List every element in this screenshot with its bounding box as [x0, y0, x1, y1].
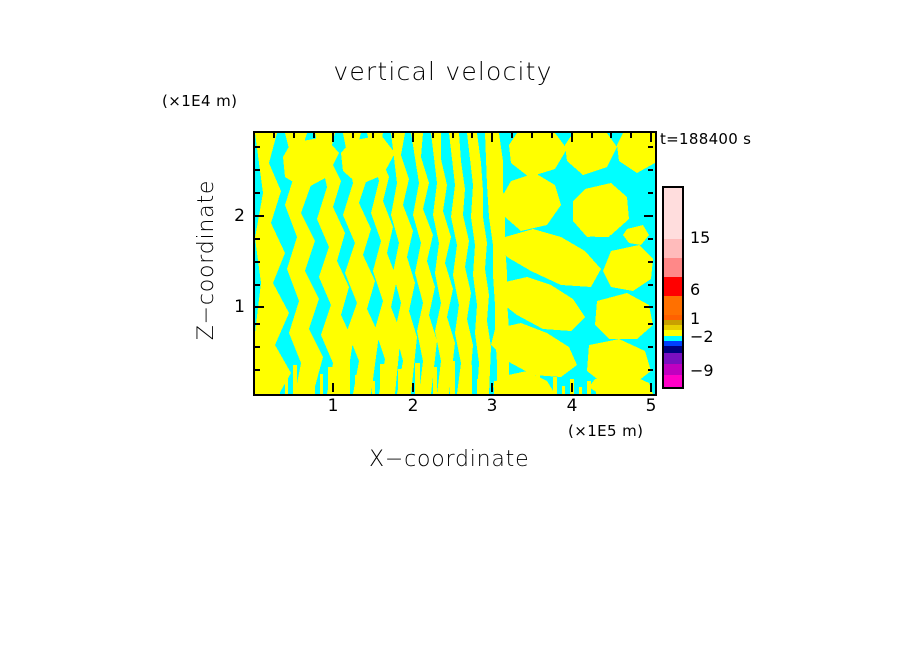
- y-minor-tick: [255, 346, 260, 348]
- x-minor-tick: [392, 133, 394, 138]
- x-tick-label-3: 3: [486, 396, 498, 416]
- y-tick-label-2: 2: [234, 206, 245, 226]
- y-minor-tick: [255, 238, 260, 240]
- colorbar-band: [664, 239, 682, 258]
- y-minor-tick-right: [648, 261, 653, 263]
- contour-field: [255, 133, 655, 394]
- x-minor-tick: [432, 133, 434, 138]
- x-tick-3: [491, 383, 493, 392]
- colorbar-band: [664, 315, 682, 320]
- x-minor-tick: [273, 133, 275, 138]
- x-minor-tick: [551, 133, 553, 138]
- colorbar: [662, 186, 684, 389]
- y-minor-tick-right: [648, 369, 653, 371]
- x-minor-tick: [352, 133, 354, 138]
- colorbar-label-minus9: −9: [690, 361, 714, 380]
- y-minor-tick: [255, 323, 260, 325]
- y-minor-tick: [255, 192, 260, 194]
- y-minor-tick: [255, 146, 260, 148]
- x-minor-tick: [471, 133, 473, 138]
- x-tick-label-1: 1: [327, 396, 339, 416]
- colorbar-band: [664, 277, 682, 296]
- y-minor-tick-right: [648, 323, 653, 325]
- contour-plot-area: [253, 131, 657, 396]
- y-minor-tick: [255, 261, 260, 263]
- x-axis-title: X−coordinate: [369, 447, 530, 472]
- y-major-tick-right: [644, 306, 653, 308]
- x-minor-tick: [313, 133, 315, 138]
- x-major-tick-top: [332, 133, 334, 142]
- y-minor-tick-right: [648, 192, 653, 194]
- x-minor-tick: [630, 133, 632, 138]
- x-major-tick-top: [571, 133, 573, 142]
- colorbar-band: [664, 364, 682, 375]
- colorbar-band: [664, 346, 682, 353]
- colorbar-label-6: 6: [690, 280, 701, 299]
- colorbar-band: [664, 258, 682, 277]
- y-axis-unit-label: (×1E4 m): [162, 92, 238, 110]
- colorbar-band: [664, 296, 682, 315]
- colorbar-band: [664, 336, 682, 341]
- y-axis-title: Z−coordinate: [194, 179, 219, 341]
- y-minor-tick: [255, 284, 260, 286]
- x-axis-unit-label: (×1E5 m): [568, 422, 644, 440]
- y-minor-tick-right: [648, 169, 653, 171]
- x-major-tick-top: [412, 133, 414, 142]
- x-tick-label-4: 4: [566, 396, 578, 416]
- colorbar-band: [664, 330, 682, 336]
- page-title-text: vertical velocity: [333, 57, 553, 86]
- colorbar-label-15: 15: [690, 228, 711, 247]
- y-minor-tick-right: [648, 284, 653, 286]
- x-major-tick-top: [650, 133, 652, 142]
- x-tick-label-5: 5: [645, 396, 657, 416]
- colorbar-label-minus2: −2: [690, 327, 714, 346]
- x-minor-tick: [591, 133, 593, 138]
- y-tick-1: [255, 306, 264, 308]
- y-minor-tick: [255, 169, 260, 171]
- colorbar-band: [664, 325, 682, 330]
- y-major-tick-right: [644, 215, 653, 217]
- x-minor-tick: [372, 133, 374, 138]
- y-minor-tick: [255, 369, 260, 371]
- y-minor-tick-right: [648, 346, 653, 348]
- colorbar-band: [664, 353, 682, 364]
- page-title: vertical velocity: [0, 57, 904, 86]
- x-tick-1: [332, 383, 334, 392]
- x-minor-tick: [531, 133, 533, 138]
- x-tick-label-2: 2: [407, 396, 419, 416]
- y-minor-tick-right: [648, 146, 653, 148]
- colorbar-label-1: 1: [690, 309, 701, 328]
- y-minor-tick-right: [648, 238, 653, 240]
- y-tick-label-1: 1: [234, 297, 245, 317]
- colorbar-band: [664, 341, 682, 346]
- timestamp-annotation: t=188400 s: [660, 130, 752, 148]
- colorbar-band: [664, 188, 682, 239]
- x-major-tick-top: [491, 133, 493, 142]
- x-tick-4: [571, 383, 573, 392]
- x-minor-tick: [452, 133, 454, 138]
- y-tick-2: [255, 215, 264, 217]
- colorbar-band: [664, 375, 682, 387]
- x-tick-5: [650, 383, 652, 392]
- x-minor-tick: [293, 133, 295, 138]
- x-tick-2: [412, 383, 414, 392]
- colorbar-band: [664, 320, 682, 325]
- x-minor-tick: [511, 133, 513, 138]
- x-minor-tick: [610, 133, 612, 138]
